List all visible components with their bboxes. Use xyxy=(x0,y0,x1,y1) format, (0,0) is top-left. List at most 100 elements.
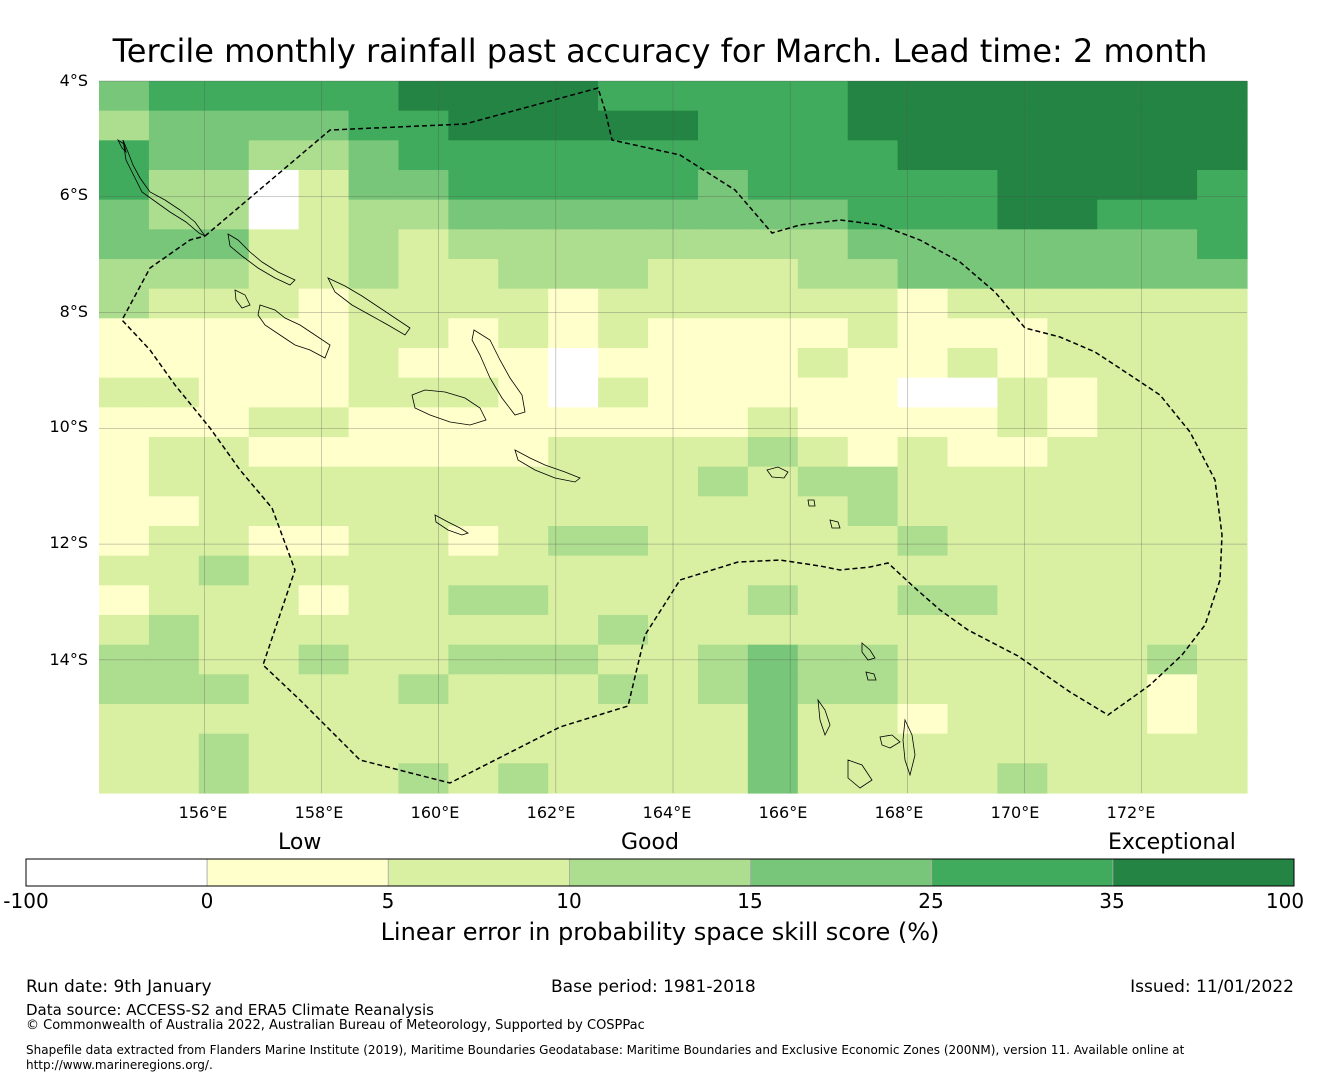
colorbar-frame xyxy=(25,858,1295,887)
skill-cell xyxy=(797,110,849,141)
skill-cell xyxy=(1047,110,1098,141)
skill-cell xyxy=(548,407,599,438)
skill-cell xyxy=(847,348,899,379)
skill-cell xyxy=(797,496,849,527)
colorbar-segment xyxy=(1112,858,1295,887)
skill-cell xyxy=(99,229,150,260)
skill-cell xyxy=(648,733,699,764)
skill-cell xyxy=(1147,674,1198,705)
skill-cell xyxy=(448,674,499,705)
skill-cell xyxy=(598,526,649,557)
skill-cell xyxy=(1097,348,1148,379)
skill-cell xyxy=(398,585,449,616)
skill-cell xyxy=(847,140,899,171)
skill-cell xyxy=(997,437,1048,468)
skill-cell xyxy=(897,81,949,112)
skill-cell xyxy=(1197,733,1248,764)
skill-cell xyxy=(997,318,1048,349)
lon-label-162e: 162°E xyxy=(526,803,576,822)
skill-cell xyxy=(548,199,599,230)
skill-cell xyxy=(847,437,899,468)
skill-cell xyxy=(1147,407,1198,438)
skill-cell xyxy=(248,437,300,468)
skill-cell xyxy=(298,377,350,408)
skill-cell xyxy=(1147,110,1198,141)
lon-label-172e: 172°E xyxy=(1106,803,1156,822)
skill-cell xyxy=(847,615,899,646)
skill-cell xyxy=(648,199,699,230)
skill-cell xyxy=(747,288,799,319)
skill-cell xyxy=(148,229,200,260)
skill-cell xyxy=(847,585,899,616)
skill-cell xyxy=(1197,170,1248,201)
skill-cell xyxy=(348,318,400,349)
skill-cell xyxy=(348,259,400,290)
skill-cell xyxy=(1047,140,1098,171)
skill-cell xyxy=(148,674,200,705)
skill-cell xyxy=(1147,81,1198,112)
skill-cell xyxy=(298,733,350,764)
skill-cell xyxy=(847,259,899,290)
skill-cell xyxy=(847,466,899,497)
skill-cell xyxy=(847,496,899,527)
skill-cell xyxy=(997,466,1048,497)
skill-cell xyxy=(648,526,699,557)
skill-cell xyxy=(248,466,300,497)
skill-cell xyxy=(598,140,649,171)
skill-cell xyxy=(947,585,999,616)
skill-cell xyxy=(1097,229,1148,260)
skill-cell xyxy=(198,199,250,230)
skill-cell xyxy=(348,229,400,260)
skill-cell xyxy=(99,526,150,557)
skill-cell xyxy=(348,407,400,438)
skill-cell xyxy=(947,733,999,764)
skill-cell xyxy=(797,526,849,557)
skill-cell xyxy=(648,318,699,349)
skill-cell xyxy=(1147,763,1198,794)
skill-cell xyxy=(847,733,899,764)
skill-cell xyxy=(148,110,200,141)
skill-cell xyxy=(398,229,449,260)
skill-cell xyxy=(99,81,150,112)
skill-cell xyxy=(198,140,250,171)
skill-cell xyxy=(1097,140,1148,171)
skill-cell xyxy=(548,674,599,705)
skill-cell xyxy=(548,259,599,290)
skill-cell xyxy=(947,288,999,319)
skill-cell xyxy=(548,110,599,141)
skill-cell xyxy=(99,466,150,497)
skill-cell xyxy=(598,585,649,616)
skill-cell xyxy=(348,674,400,705)
skill-cell xyxy=(648,170,699,201)
skill-cell xyxy=(598,81,649,112)
skill-cell xyxy=(248,259,300,290)
skill-cell xyxy=(298,407,350,438)
skill-cell xyxy=(897,733,949,764)
skill-cell xyxy=(248,81,300,112)
skill-cell xyxy=(1197,140,1248,171)
skill-cell xyxy=(348,585,400,616)
lat-label-14s: 14°S xyxy=(49,650,88,669)
skill-cell xyxy=(498,259,549,290)
skill-cell xyxy=(797,615,849,646)
skill-cell xyxy=(947,555,999,586)
skill-cell xyxy=(797,733,849,764)
skill-cell xyxy=(897,704,949,735)
skill-cell xyxy=(1097,377,1148,408)
skill-cell xyxy=(897,199,949,230)
skill-cell xyxy=(398,259,449,290)
skill-cell xyxy=(847,199,899,230)
skill-cell xyxy=(797,763,849,794)
map-title: Tercile monthly rainfall past accuracy f… xyxy=(112,32,1208,70)
skill-cell xyxy=(398,466,449,497)
skill-cell xyxy=(1147,526,1198,557)
skill-cell xyxy=(1047,674,1098,705)
skill-cell xyxy=(1097,199,1148,230)
island-buka xyxy=(116,138,127,154)
skill-cell xyxy=(797,377,849,408)
island-torres xyxy=(865,671,877,681)
skill-cell xyxy=(997,555,1048,586)
skill-cell xyxy=(997,585,1048,616)
skill-cell xyxy=(148,496,200,527)
skill-cell xyxy=(498,140,549,171)
